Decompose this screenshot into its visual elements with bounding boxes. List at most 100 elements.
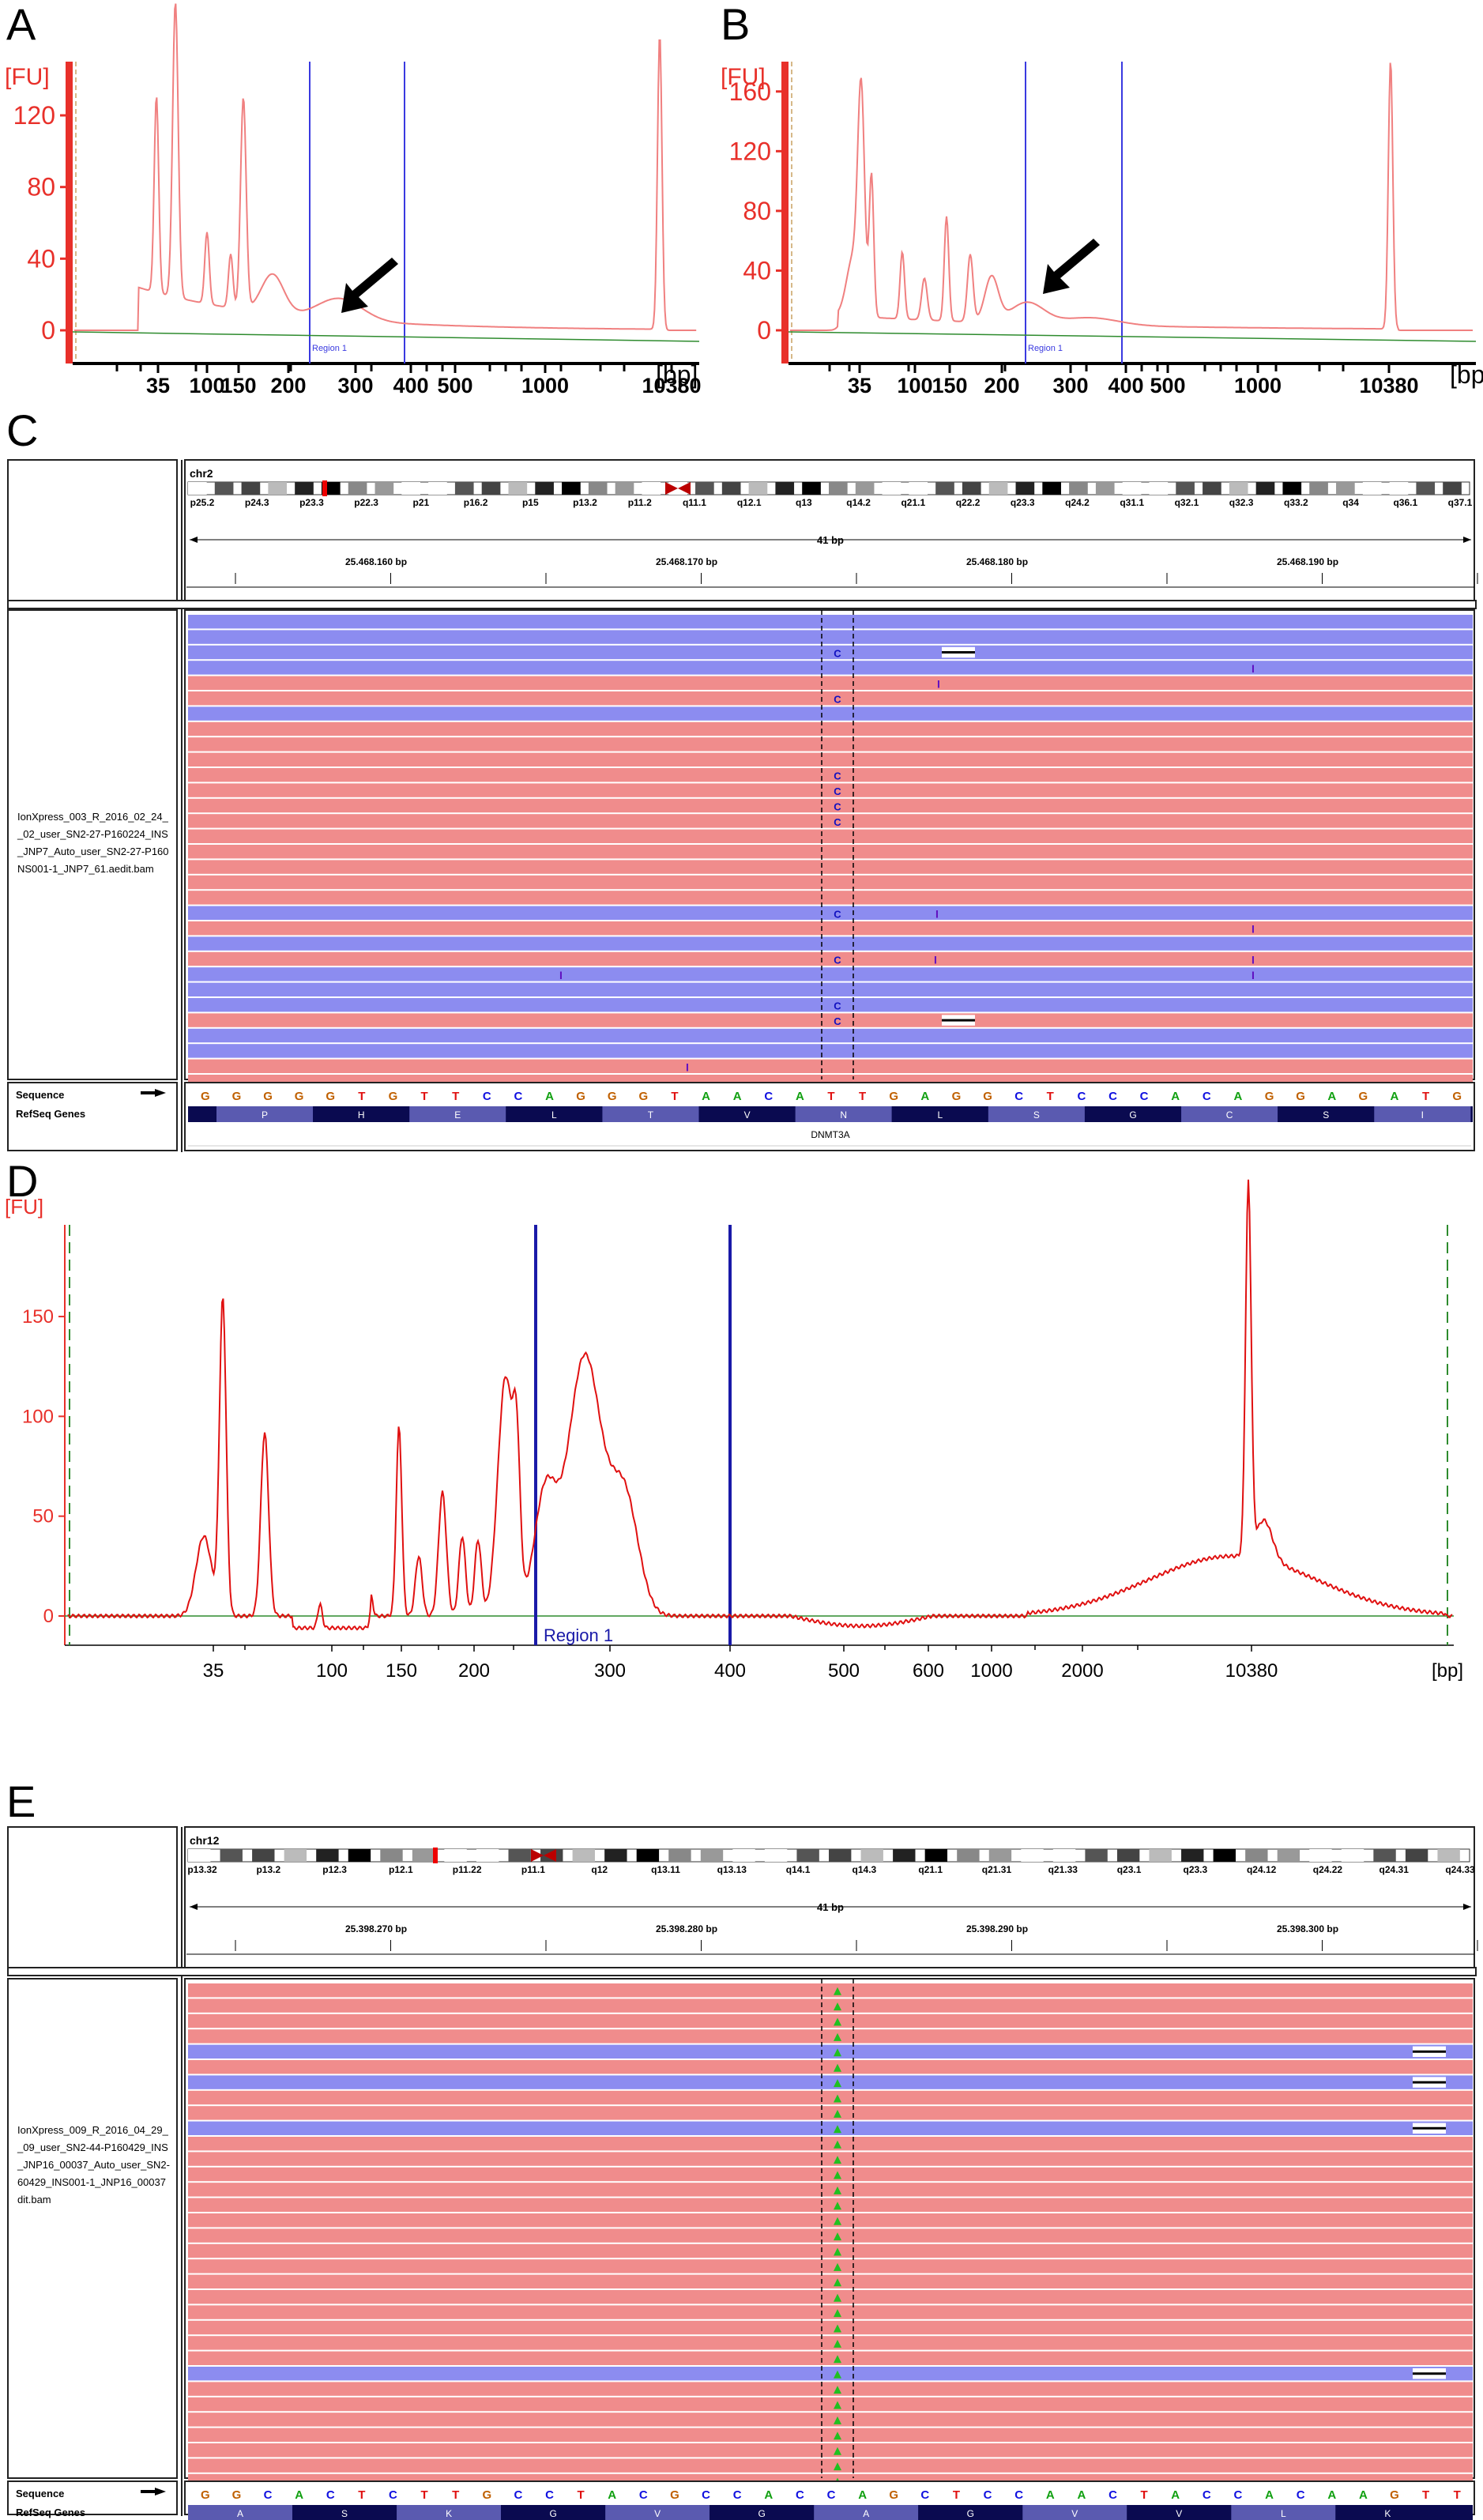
read-bar <box>188 2290 1473 2304</box>
amino-acid-label: T <box>648 1109 654 1121</box>
y-unit-label: [FU] <box>5 64 50 90</box>
region-label: Region 1 <box>544 1625 613 1645</box>
ideogram-band <box>668 1849 691 1862</box>
ideogram-band <box>1095 482 1115 495</box>
x-tick-label: 35 <box>146 374 170 397</box>
ideogram-band <box>1389 482 1409 495</box>
codon-block <box>814 2505 919 2520</box>
coordinate-label: 25.398.280 bp <box>656 1923 717 1934</box>
x-tick-label: 400 <box>1108 374 1143 397</box>
band-label: q13 <box>796 497 812 508</box>
read-bar <box>188 798 1473 813</box>
ideogram-band <box>1245 1849 1268 1862</box>
ideogram-band <box>988 1849 1012 1862</box>
ideogram-band <box>1373 1849 1396 1862</box>
ideogram-band <box>1443 482 1462 495</box>
insertion-marker: I <box>559 969 563 981</box>
read-bar <box>188 706 1473 721</box>
ideogram-band <box>1085 1849 1108 1862</box>
read-bar <box>188 2259 1473 2273</box>
sequence-base: T <box>953 2488 960 2502</box>
ideogram-band <box>380 1849 403 1862</box>
y-tick-label: 100 <box>22 1406 54 1427</box>
ideogram-band <box>642 482 661 495</box>
ideogram-band <box>348 482 367 495</box>
sequence-base: C <box>764 1090 773 1103</box>
x-tick-label: 2000 <box>1061 1660 1103 1682</box>
ideogram-band <box>508 482 528 495</box>
coordinate-label: 25.398.270 bp <box>345 1923 407 1934</box>
ideogram-band <box>636 1849 660 1862</box>
mutation-a-icon <box>834 2247 841 2256</box>
sequence-base: G <box>201 1090 210 1103</box>
amino-acid-label: K <box>446 2508 452 2519</box>
coordinate-label: 25.398.300 bp <box>1277 1923 1338 1934</box>
annotation-arrow-icon <box>341 258 398 313</box>
band-label: p25.2 <box>190 497 215 508</box>
codon-block <box>1374 1106 1471 1122</box>
ideogram-band <box>375 482 394 495</box>
ideogram-band <box>988 482 1008 495</box>
sequence-base: A <box>1265 2488 1274 2502</box>
sequence-base: A <box>920 1090 929 1103</box>
read-bar <box>188 2152 1473 2166</box>
ideogram-band <box>268 482 288 495</box>
sequence-base: G <box>889 2488 898 2502</box>
codon-block <box>313 1106 410 1122</box>
sequence-base: T <box>358 1090 365 1103</box>
sequence-base: C <box>389 2488 397 2502</box>
sequence-track-label: Sequence <box>16 1089 64 1101</box>
span-arrow-icon <box>1463 1904 1471 1910</box>
ideogram-band <box>252 1849 275 1862</box>
mutation-a-icon <box>834 2171 841 2179</box>
read-bar <box>188 1028 1473 1043</box>
ideogram-band <box>481 482 501 495</box>
sequence-base: G <box>670 2488 679 2502</box>
ideogram-band <box>1336 482 1355 495</box>
mutation-a-icon <box>834 2186 841 2194</box>
codon-block <box>397 2505 502 2520</box>
band-label: p11.2 <box>628 497 652 508</box>
amino-acid-label: L <box>937 1109 943 1121</box>
band-label: q12 <box>591 1864 608 1875</box>
y-unit-label: [FU] <box>721 64 766 90</box>
sequence-base: C <box>1014 2488 1023 2502</box>
mutation-a-icon <box>834 2156 841 2164</box>
header-name-box <box>7 459 178 601</box>
sequence-base: A <box>1077 2488 1086 2502</box>
sequence-base: A <box>1327 1090 1336 1103</box>
x-tick-label: 100 <box>189 374 224 397</box>
sequence-base: A <box>1234 1090 1243 1103</box>
amino-acid-label: E <box>454 1109 461 1121</box>
sequence-base: T <box>859 1090 866 1103</box>
ideogram-band <box>316 1849 339 1862</box>
read-bar <box>188 2106 1473 2120</box>
sequence-name-box <box>7 2480 178 2515</box>
ideogram-band <box>1181 1849 1204 1862</box>
coordinate-label: 25.468.160 bp <box>345 556 407 567</box>
amino-acid-label: G <box>549 2508 556 2519</box>
x-tick-label: 300 <box>594 1660 626 1682</box>
span-arrow-icon <box>190 1904 198 1910</box>
baseline-line <box>788 331 1477 342</box>
read-bar <box>188 2213 1473 2228</box>
coordinate-label: 25.468.190 bp <box>1277 556 1338 567</box>
ideogram-band <box>428 482 447 495</box>
band-label: p21 <box>413 497 430 508</box>
strand-arrow-shaft <box>141 1091 155 1094</box>
read-bar <box>188 2367 1473 2381</box>
codon-block <box>506 1106 603 1122</box>
sequence-base: C <box>920 2488 929 2502</box>
igv-canvas: chr2 p25.2 p24.3 p23.3 p22.3 p21 p16.2 p15 p13.2… <box>7 459 1478 1152</box>
ideogram-band <box>412 1849 435 1862</box>
ideogram-band <box>348 1849 371 1862</box>
mutation-a-icon <box>834 2125 841 2134</box>
igv-view-dnmt3a: chr2 p25.2 p24.3 p23.3 p22.3 p21 p16.2 p15 p13.2… <box>6 458 1478 1154</box>
sequence-base: G <box>201 2488 210 2502</box>
section-separator <box>7 1967 1477 1976</box>
read-bar <box>188 921 1473 936</box>
y-axis-bar <box>781 62 789 363</box>
amino-acid-label: G <box>1129 1109 1136 1121</box>
ideogram-band <box>476 1849 499 1862</box>
